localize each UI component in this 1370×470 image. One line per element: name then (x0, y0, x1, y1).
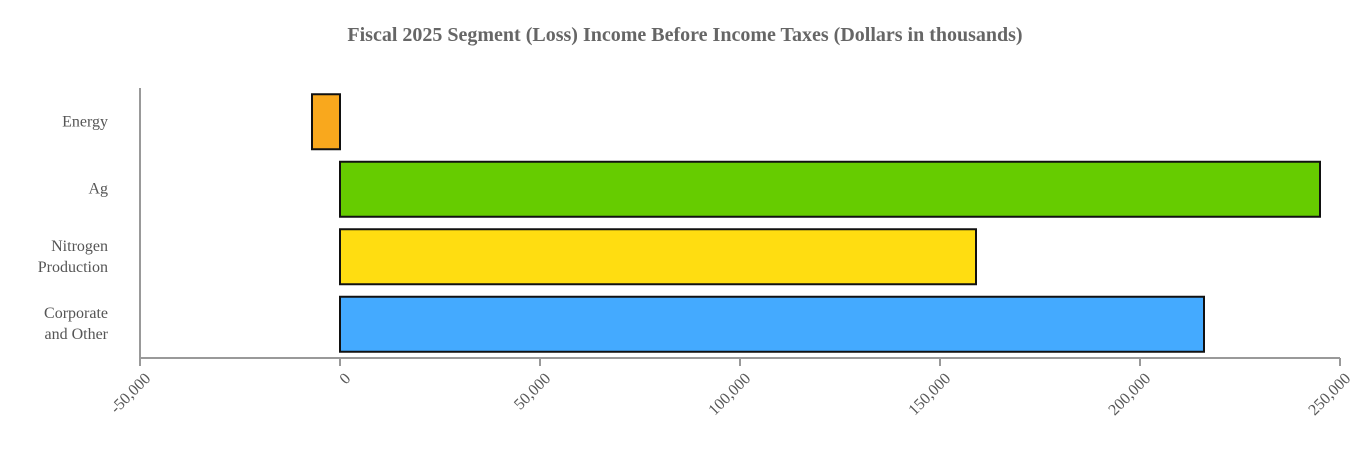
y-tick-label: Ag (88, 180, 108, 198)
bar (339, 228, 977, 286)
x-tick-label: -50,000 (107, 370, 154, 417)
y-tick-label: Nitrogen Production (37, 237, 108, 276)
x-tick-label: 200,000 (1105, 370, 1154, 419)
chart-title: Fiscal 2025 Segment (Loss) Income Before… (347, 24, 1022, 46)
x-tick-label: 0 (337, 370, 355, 388)
bar (311, 93, 341, 151)
x-tick-label: 250,000 (1305, 370, 1354, 419)
bar (339, 295, 1205, 353)
y-tick-label: Energy (62, 113, 108, 131)
x-tick-label: 100,000 (705, 370, 754, 419)
x-tick-label: 150,000 (905, 370, 954, 419)
x-tick-label: 50,000 (511, 370, 554, 413)
y-tick-label: Corporate and Other (44, 305, 108, 344)
bar (339, 160, 1321, 218)
